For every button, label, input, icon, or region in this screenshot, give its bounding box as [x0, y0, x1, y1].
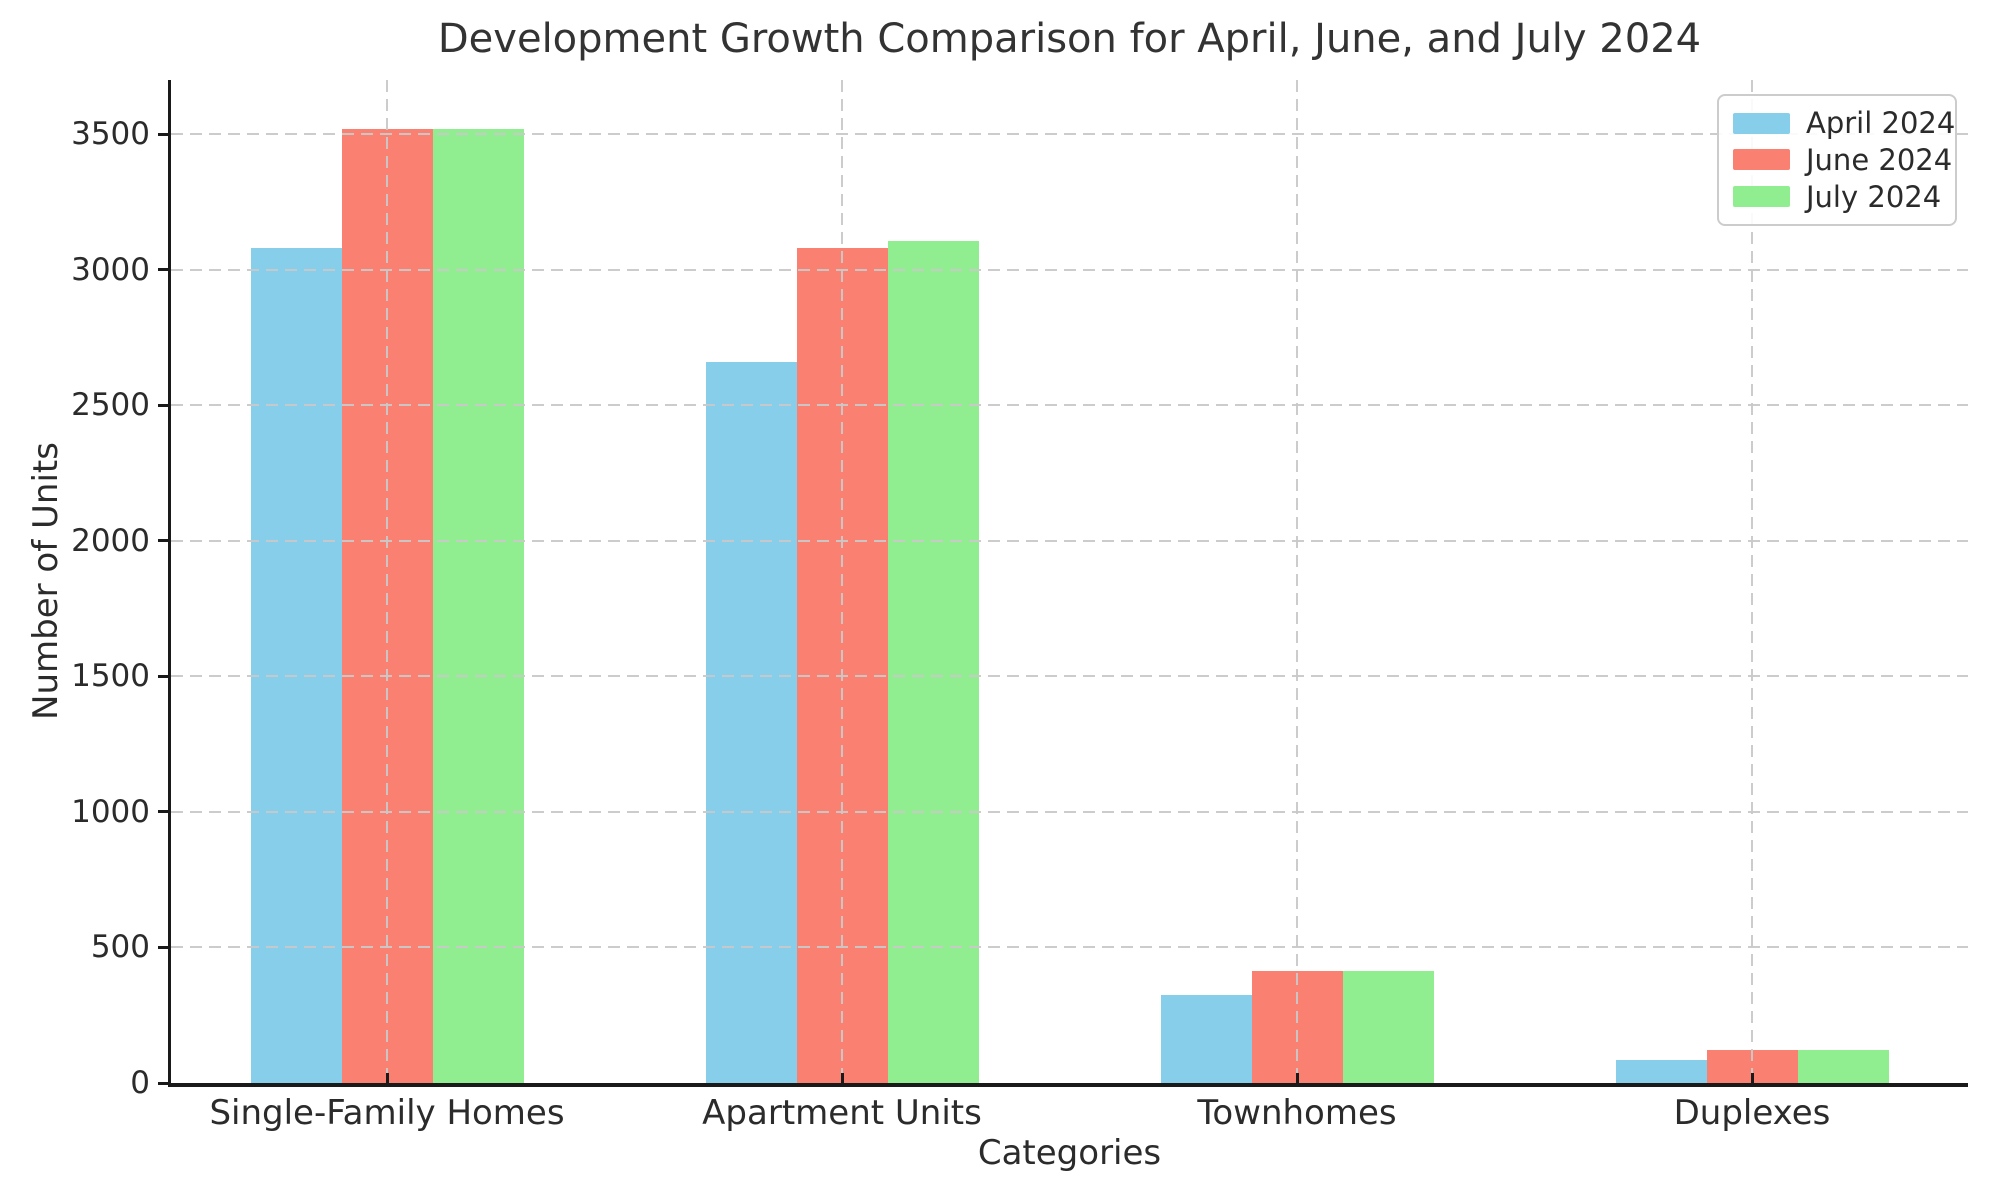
bar: [887, 241, 979, 1083]
legend-entry: July 2024: [1733, 179, 1941, 215]
bar: [432, 128, 524, 1083]
y-axis-spine: [168, 80, 171, 1087]
y-tick-mark: [158, 268, 168, 272]
y-tick-label: 1000: [71, 793, 150, 830]
legend-label: June 2024: [1806, 142, 1953, 177]
horizontal-gridline: [171, 810, 1968, 813]
y-tick-mark: [158, 539, 168, 543]
y-tick-mark: [158, 810, 168, 814]
legend-entry: April 2024: [1733, 105, 1955, 141]
y-tick-mark: [158, 674, 168, 678]
vertical-gridline: [841, 80, 843, 1083]
legend-entry: June 2024: [1733, 142, 1952, 178]
bar: [1615, 1059, 1707, 1083]
bar: [1160, 994, 1252, 1083]
legend-swatch: [1733, 149, 1790, 171]
y-tick-label: 2500: [71, 387, 150, 424]
x-tick-mark: [840, 1073, 844, 1083]
y-tick-mark: [158, 1081, 168, 1085]
x-axis-label: Categories: [977, 1133, 1162, 1173]
horizontal-gridline: [171, 404, 1968, 407]
x-category-label: Duplexes: [1673, 1093, 1831, 1133]
x-axis-spine: [168, 1083, 1968, 1087]
legend-swatch: [1733, 186, 1790, 208]
legend-swatch: [1733, 112, 1790, 134]
y-tick-label: 1500: [71, 658, 150, 695]
x-tick-mark: [1750, 1073, 1754, 1083]
y-tick-mark: [158, 945, 168, 949]
y-tick-mark: [158, 403, 168, 407]
y-tick-label: 500: [90, 929, 150, 966]
legend-label: April 2024: [1806, 106, 1956, 141]
y-tick-label: 2000: [71, 522, 150, 559]
horizontal-gridline: [171, 133, 1968, 136]
y-tick-mark: [158, 132, 168, 136]
legend: April 2024 June 2024 July 2024: [1717, 94, 1957, 226]
x-tick-mark: [1295, 1073, 1299, 1083]
plot-area: April 2024 June 2024 July 2024 0 500 1000 150…: [71, 80, 1968, 1133]
vertical-gridline: [1751, 80, 1753, 1083]
vertical-gridline: [386, 80, 388, 1083]
vertical-gridline: [1296, 80, 1298, 1083]
x-tick-mark: [385, 1073, 389, 1083]
horizontal-gridline: [171, 539, 1968, 542]
x-category-label: Single-Family Homes: [209, 1093, 565, 1133]
y-tick-label: 0: [130, 1065, 150, 1101]
chart-title: Development Growth Comparison for April,…: [437, 16, 1702, 62]
y-tick-label: 3500: [71, 116, 150, 153]
horizontal-gridline: [171, 946, 1968, 949]
horizontal-gridline: [171, 268, 1968, 271]
bar: [250, 248, 342, 1083]
bar: [705, 361, 797, 1083]
bar: [1342, 970, 1434, 1083]
bar: [1797, 1049, 1889, 1083]
x-category-label: Townhomes: [1197, 1093, 1397, 1133]
y-tick-label: 3000: [71, 251, 150, 288]
x-category-label: Apartment Units: [702, 1093, 982, 1133]
horizontal-gridline: [171, 675, 1968, 678]
legend-label: July 2024: [1806, 179, 1942, 214]
